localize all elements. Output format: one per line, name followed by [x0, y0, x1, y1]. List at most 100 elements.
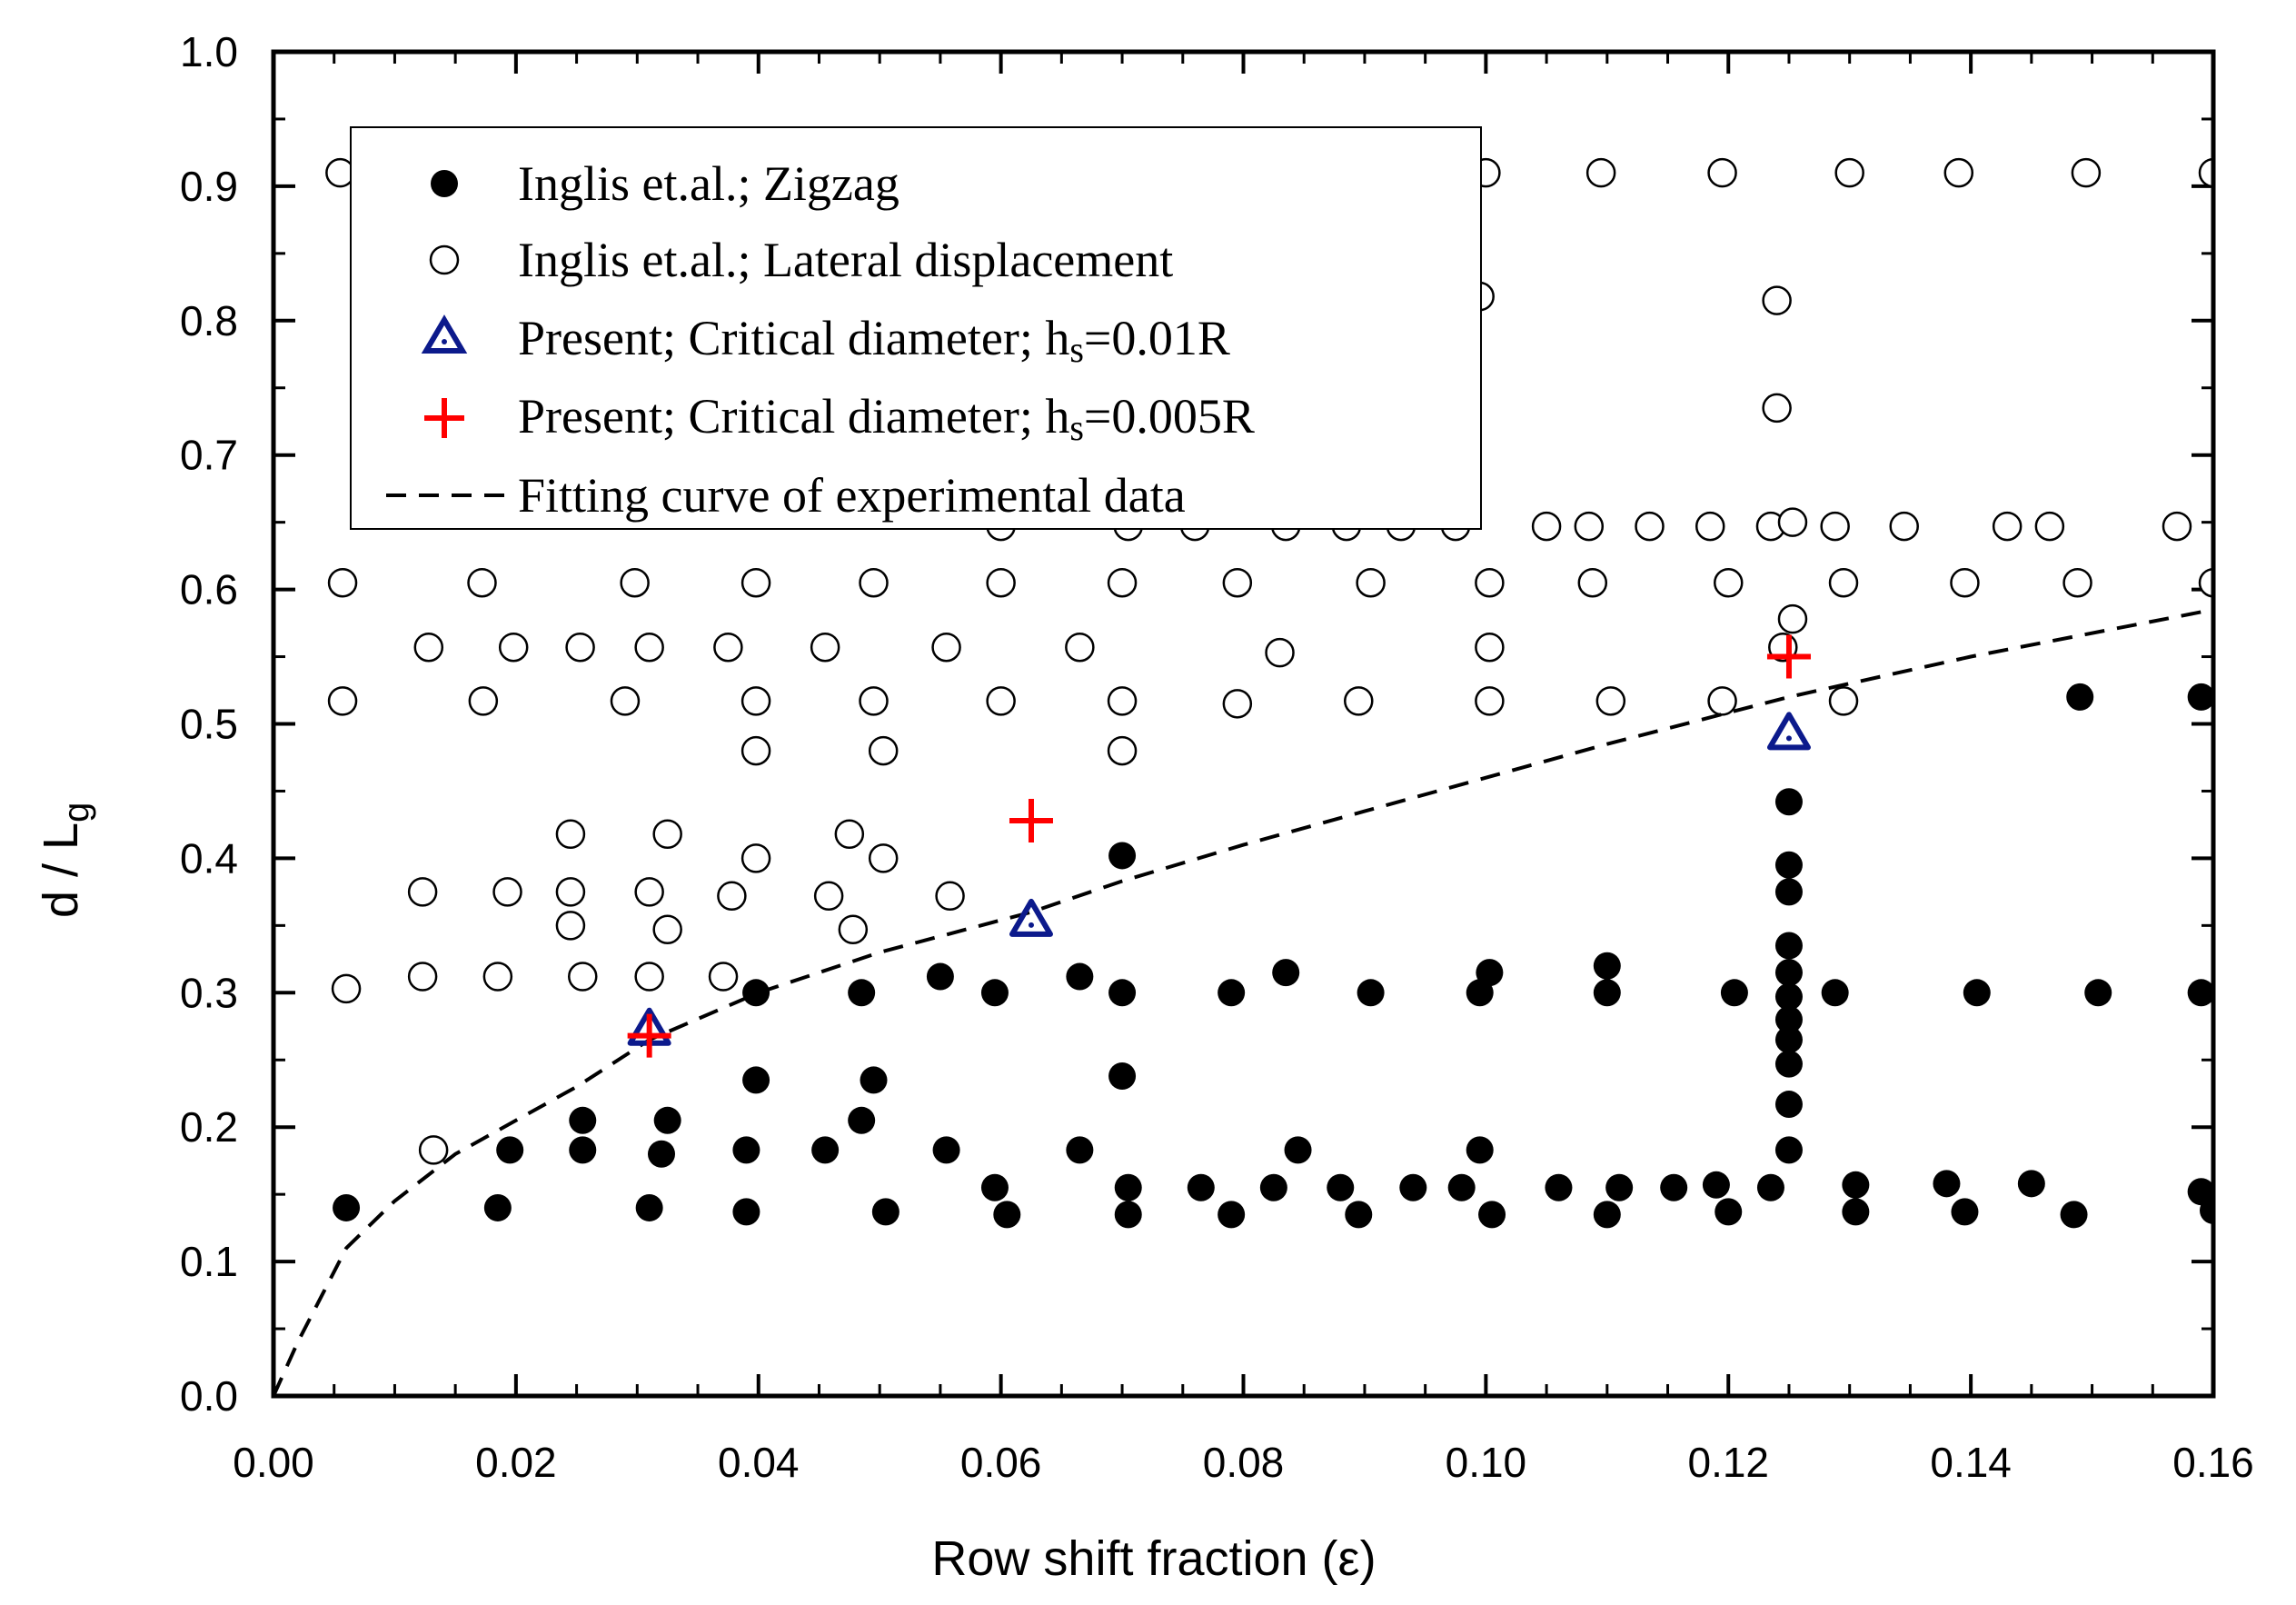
lateral-displacement-point [1950, 567, 1980, 598]
lateral-displacement-point [2062, 567, 2092, 598]
lateral-displacement-point [1635, 511, 1665, 542]
zigzag-point [1774, 959, 1803, 987]
critical-diameter-plus-point [1766, 634, 1811, 679]
lateral-displacement-point [1828, 567, 1859, 598]
y-tick-label: 0.3 [180, 969, 238, 1016]
zigzag-point [635, 1193, 663, 1221]
x-axis-title: Row shift fraction (ε) [931, 1531, 1376, 1586]
lateral-displacement-point [1531, 511, 1562, 542]
y-tick-label: 0.4 [180, 834, 238, 882]
lateral-displacement-point [1356, 567, 1386, 598]
lateral-displacement-point [634, 877, 664, 907]
lateral-displacement-point [331, 973, 362, 1004]
lateral-displacement-point [418, 1135, 449, 1165]
critical-diameter-plus-point [1009, 798, 1053, 842]
lateral-displacement-point [717, 881, 747, 912]
lateral-displacement-point [868, 735, 899, 766]
zigzag-point [980, 979, 1009, 1007]
zigzag-point [496, 1136, 524, 1164]
zigzag-point [1951, 1198, 1979, 1226]
fitting-curve [273, 607, 2213, 1396]
zigzag-point [648, 1140, 675, 1168]
lateral-displacement-point [327, 567, 358, 598]
x-tick-label: 0.02 [475, 1439, 557, 1486]
lateral-displacement-point [568, 962, 598, 992]
lateral-displacement-point [1222, 689, 1253, 719]
zigzag-point [1774, 788, 1803, 816]
zigzag-point [1357, 979, 1385, 1007]
lateral-displacement-point [859, 686, 889, 716]
zigzag-point [1756, 1173, 1784, 1201]
lateral-displacement-point [986, 686, 1016, 716]
lateral-displacement-point [1834, 157, 1864, 188]
zigzag-point [1933, 1170, 1961, 1198]
lateral-displacement-point [868, 843, 899, 873]
x-tick-label: 0.06 [960, 1439, 1042, 1486]
y-tick-label: 0.2 [180, 1103, 238, 1151]
zigzag-point [1593, 979, 1621, 1007]
zigzag-point [483, 1193, 512, 1221]
lateral-displacement-point [1222, 567, 1253, 598]
lateral-displacement-point [407, 962, 438, 992]
legend-label-zigzag: Inglis et.al.; Zigzag [518, 156, 900, 211]
lateral-displacement-point [1889, 511, 1919, 542]
lateral-displacement-point [1265, 637, 1295, 668]
lateral-displacement-point [713, 632, 743, 663]
zigzag-point [1963, 979, 1991, 1007]
lateral-displacement-point [859, 567, 889, 598]
zigzag-point [1774, 1091, 1803, 1119]
lateral-displacement-point [986, 567, 1016, 598]
zigzag-point [742, 979, 770, 1007]
y-tick-label: 0.5 [180, 701, 238, 748]
zigzag-point [1066, 962, 1094, 991]
lateral-displacement-point [1714, 567, 1744, 598]
series-critical-diameter-hs-0.005R [627, 634, 1811, 1058]
critical-diameter-triangle-point [1766, 712, 1811, 751]
critical-diameter-plus-point [627, 1013, 671, 1058]
x-tick-label: 0.10 [1446, 1439, 1527, 1486]
lateral-displacement-point [327, 686, 358, 716]
lateral-displacement-point [1943, 157, 1974, 188]
zigzag-point [871, 1198, 900, 1226]
zigzag-point [2187, 1178, 2213, 1206]
zigzag-point [2017, 1170, 2045, 1198]
y-tick-label: 0.8 [180, 297, 238, 344]
x-tick-label: 0.12 [1687, 1439, 1769, 1486]
zigzag-point [1821, 979, 1849, 1007]
y-axis-title-sub: g [56, 802, 96, 822]
zigzag-point [1108, 1062, 1137, 1090]
lateral-displacement-point [1707, 157, 1737, 188]
lateral-displacement-point [1595, 686, 1626, 716]
zigzag-point [860, 1066, 888, 1094]
x-tick-label: 0.14 [1930, 1439, 2012, 1486]
zigzag-point [811, 1136, 840, 1164]
zigzag-point [1478, 1201, 1506, 1229]
legend: Inglis et.al.; Zigzag Inglis et.al.; Lat… [350, 126, 1482, 530]
zigzag-point [1593, 952, 1621, 980]
lateral-displacement-point [1585, 157, 1616, 188]
y-tick-label: 0.7 [180, 432, 238, 479]
zigzag-point [1327, 1173, 1355, 1201]
lateral-displacement-point [810, 632, 840, 663]
lateral-displacement-point [1707, 686, 1737, 716]
lateral-displacement-point [1828, 686, 1859, 716]
zigzag-point [1774, 1050, 1803, 1078]
lateral-displacement-point [610, 686, 641, 716]
zigzag-point [1218, 1201, 1246, 1229]
lateral-displacement-point [1762, 393, 1792, 424]
zigzag-point [2060, 1201, 2088, 1229]
zigzag-point [1114, 1173, 1142, 1201]
lateral-displacement-point [468, 686, 499, 716]
zigzag-point [993, 1201, 1021, 1229]
lateral-displacement-point [652, 819, 682, 850]
lateral-displacement-point [740, 686, 771, 716]
zigzag-point [1774, 1026, 1803, 1054]
zigzag-point [569, 1106, 597, 1134]
zigzag-point [980, 1173, 1009, 1201]
lateral-displacement-point [1777, 507, 1808, 537]
y-axis-title: d / Lg [34, 802, 96, 918]
zigzag-point [333, 1193, 361, 1221]
lateral-displacement-point [652, 914, 682, 945]
zigzag-point [1108, 842, 1137, 870]
zigzag-point [1842, 1171, 1870, 1199]
